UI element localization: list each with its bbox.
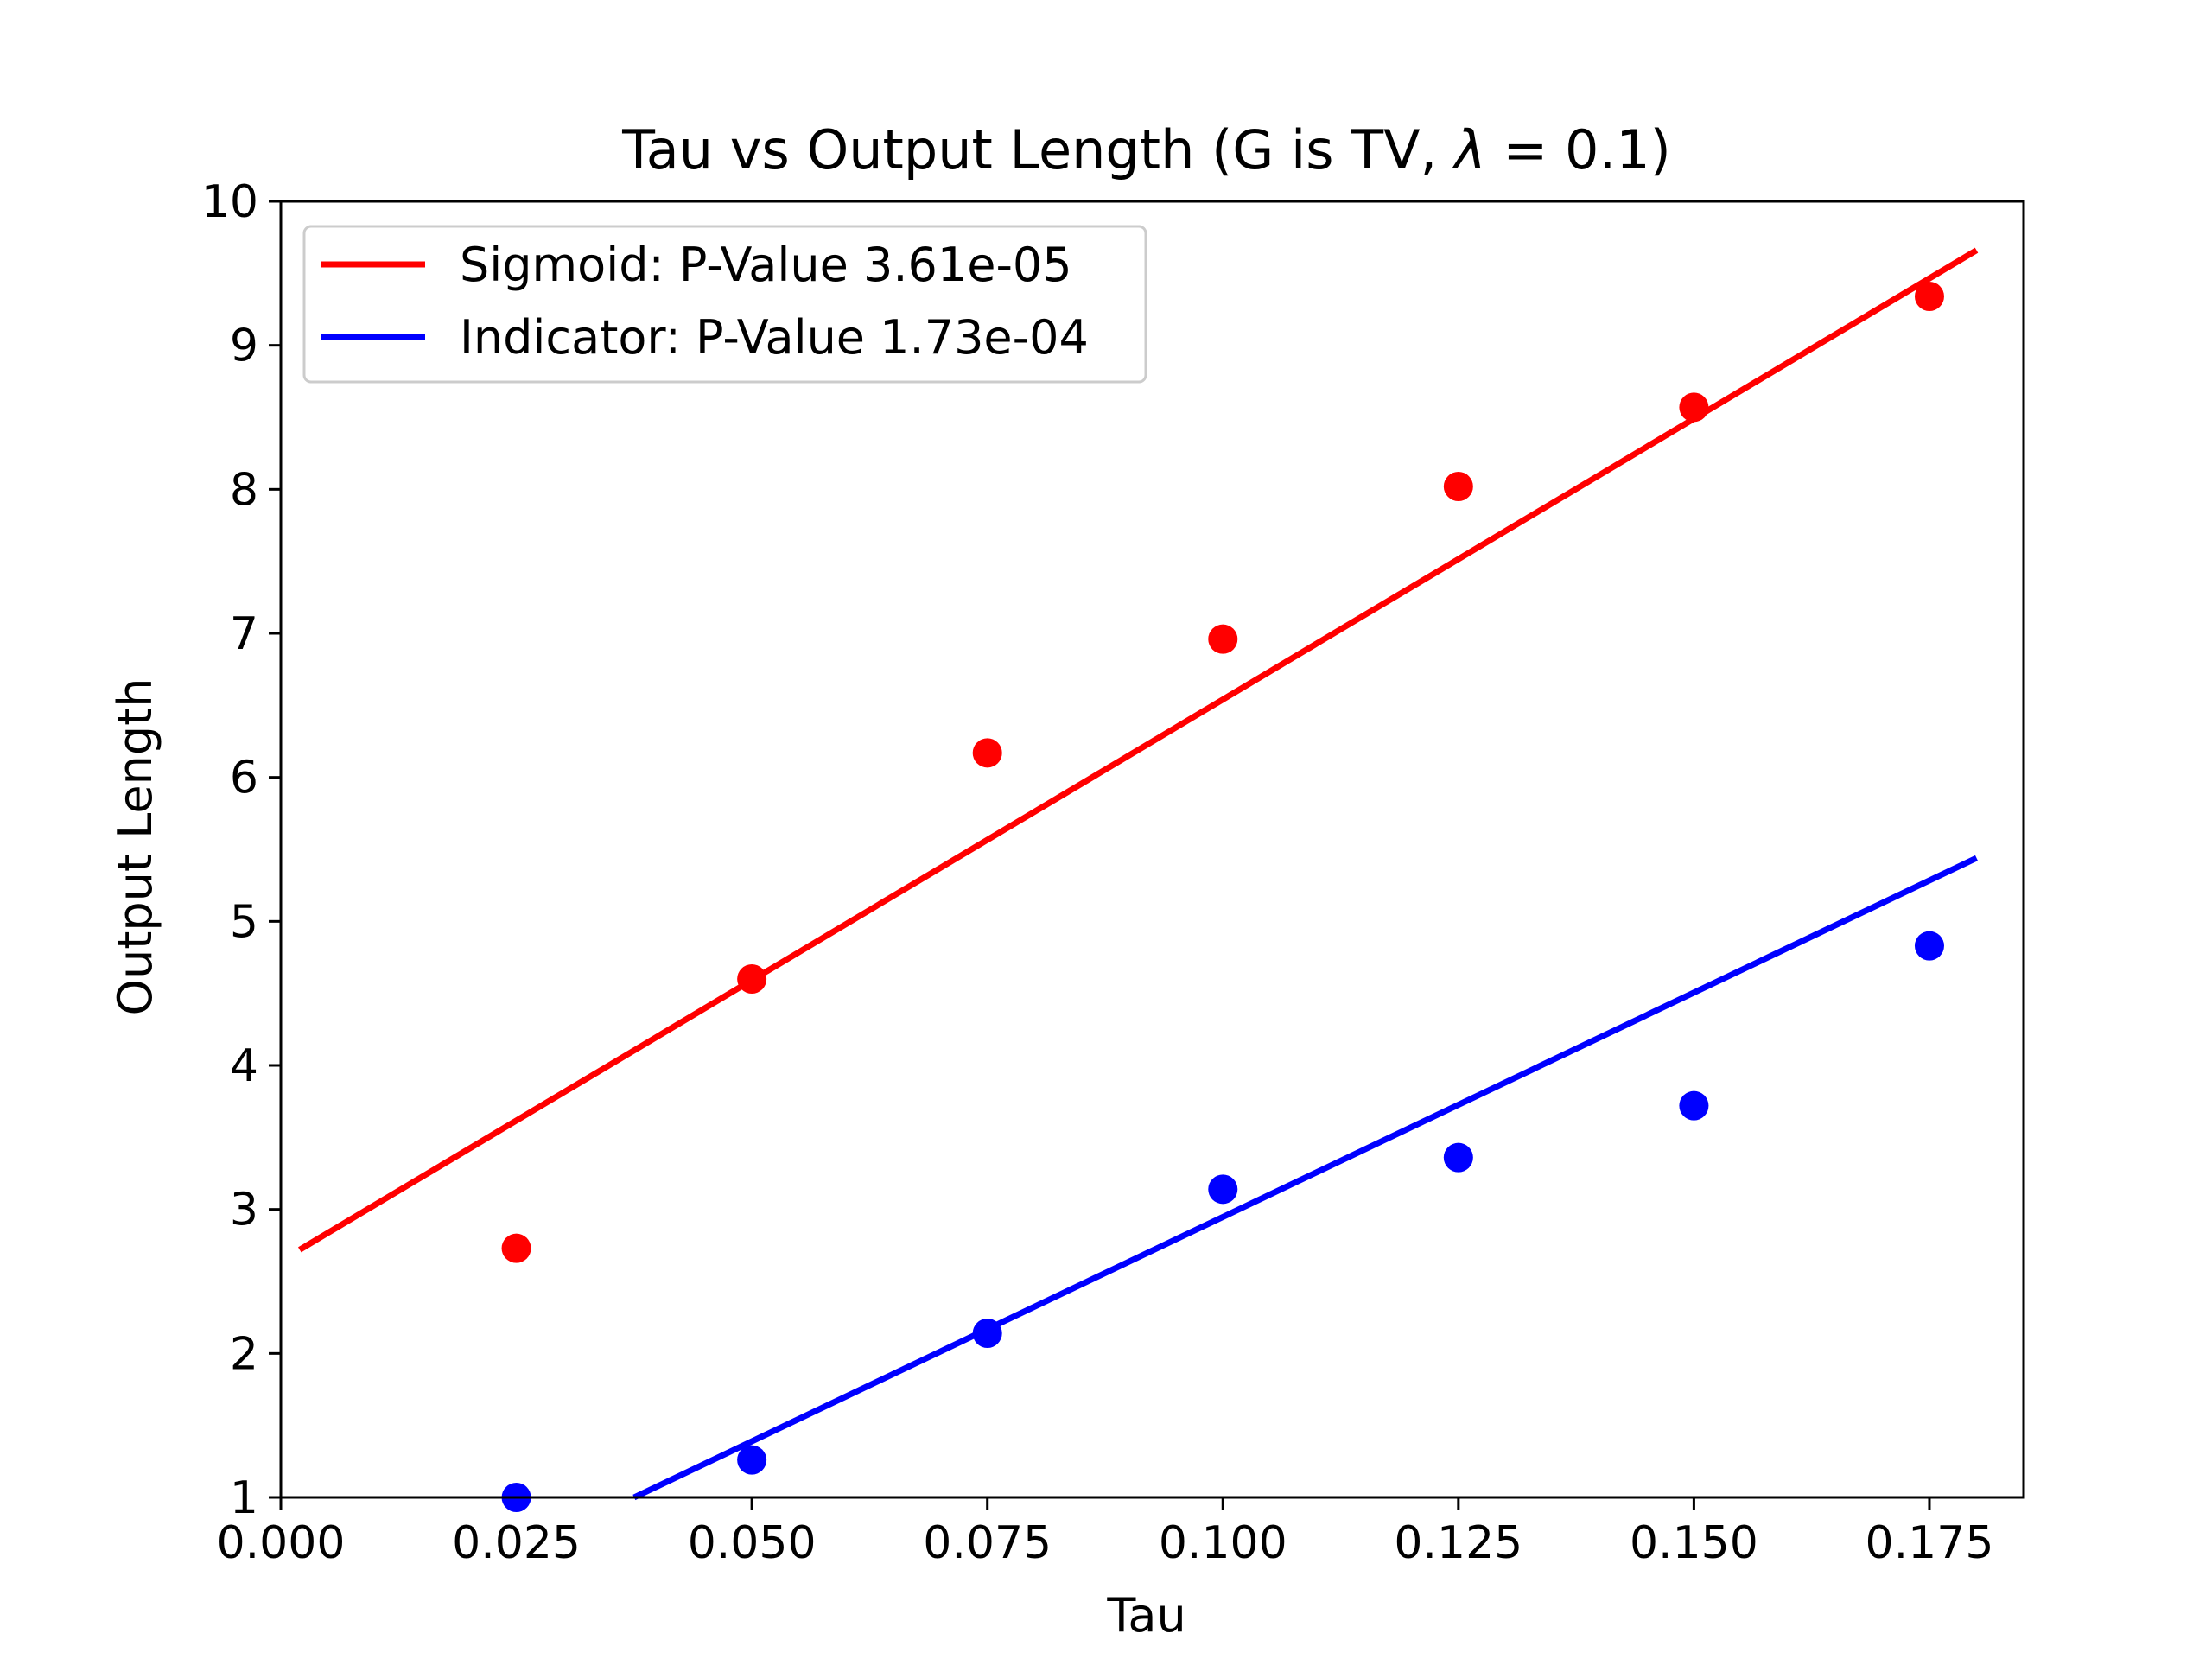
y-axis-label: Output Length [108,678,162,1016]
legend-label-indicator: Indicator: P-Value 1.73e-04 [460,310,1089,365]
x-axis-label: Tau [1106,1588,1185,1643]
plot-frame [279,200,2025,1499]
data-point-indicator [737,1445,767,1475]
x-tick-label: 0.100 [1159,1517,1287,1569]
x-tick-label: 0.125 [1394,1517,1522,1569]
y-tick-label: 3 [230,1185,258,1236]
legend: Sigmoid: P-Value 3.61e-05 Indicator: P-V… [302,225,1147,384]
data-point-indicator [1443,1142,1473,1173]
data-point-indicator [972,1319,1002,1348]
data-point-indicator [1208,1174,1238,1205]
x-tick-label: 0.025 [452,1517,581,1569]
x-tick-label: 0.000 [217,1517,346,1569]
axis-ticks: 0.000 0.025 0.050 0.075 0.100 0.125 0.150 0.175… [201,176,1994,1569]
data-point-indicator [1914,931,1944,961]
x-tick-label: 0.150 [1630,1517,1758,1569]
y-tick-label: 8 [230,464,258,516]
y-tick-label: 5 [230,896,258,948]
y-tick-label: 6 [230,753,258,804]
data-point-sigmoid [737,964,767,994]
chart-title: Tau vs Output Length (G is TV, λ = 0.1) [621,118,1671,181]
y-tick-label: 7 [230,608,258,660]
series-layer [298,247,1979,1512]
data-point-sigmoid [1443,472,1473,501]
data-point-indicator [1679,1090,1709,1121]
fit-line-indicator [632,855,1978,1501]
legend-label-sigmoid: Sigmoid: P-Value 3.61e-05 [460,238,1072,292]
y-tick-label: 1 [230,1472,258,1524]
y-tick-label: 2 [230,1328,258,1380]
x-tick-label: 0.075 [923,1517,1052,1569]
y-tick-label: 10 [201,176,258,228]
x-tick-label: 0.175 [1866,1517,1994,1569]
data-point-sigmoid [1914,282,1944,311]
data-point-sigmoid [501,1233,531,1263]
x-tick-label: 0.050 [688,1517,817,1569]
data-point-sigmoid [1679,392,1709,423]
data-point-sigmoid [1208,624,1238,654]
y-tick-label: 9 [230,321,258,372]
y-tick-label: 4 [230,1040,258,1092]
data-point-sigmoid [972,738,1002,768]
legend-box [302,225,1147,384]
